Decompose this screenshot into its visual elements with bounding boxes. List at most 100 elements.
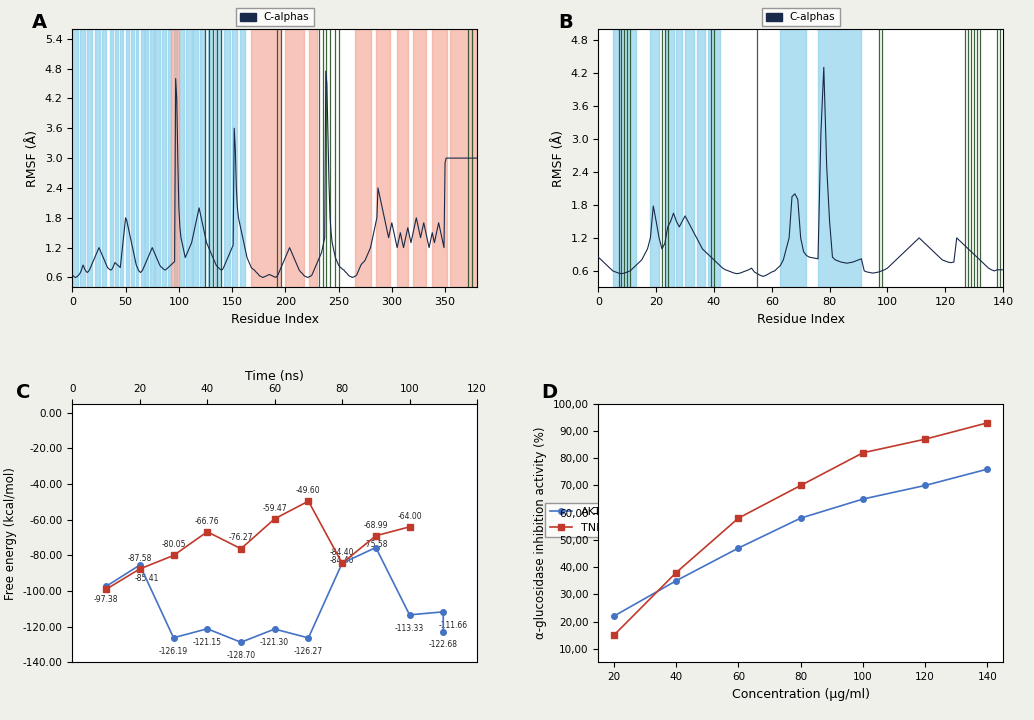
TNF <box>302 497 314 505</box>
AKT1 <box>437 608 450 616</box>
Bar <box>665 29 673 287</box>
AKT1 <box>201 624 213 633</box>
TNF <box>403 523 416 531</box>
Legend: C-alphas: C-alphas <box>762 8 840 27</box>
TNF <box>168 551 180 559</box>
PHE <box>981 465 994 474</box>
Bar <box>95 29 100 287</box>
TNF <box>201 528 213 536</box>
Bar <box>110 29 113 287</box>
Bar <box>172 29 179 287</box>
Text: -75.58: -75.58 <box>364 541 388 549</box>
TNF <box>269 515 281 523</box>
Text: -113.33: -113.33 <box>395 624 424 633</box>
Bar <box>174 29 177 287</box>
Bar <box>161 29 166 287</box>
Y-axis label: α-glucosidase inhibition activity (%): α-glucosidase inhibition activity (%) <box>535 427 547 639</box>
Text: -126.19: -126.19 <box>159 647 188 656</box>
Bar <box>215 29 221 287</box>
TNF <box>336 559 348 567</box>
Bar <box>697 29 705 287</box>
Acarbose <box>919 435 932 444</box>
Text: -59.47: -59.47 <box>263 503 287 513</box>
Line: PHE: PHE <box>611 467 991 619</box>
Bar <box>120 29 123 287</box>
Text: D: D <box>542 383 558 402</box>
Bar <box>208 29 213 287</box>
Line: Acarbose: Acarbose <box>611 420 991 638</box>
Bar <box>397 29 407 287</box>
Bar <box>451 29 477 287</box>
Y-axis label: Free energy (kcal/mol): Free energy (kcal/mol) <box>4 467 18 600</box>
Text: -76.27: -76.27 <box>229 534 253 542</box>
PHE <box>670 577 682 585</box>
Text: -111.66: -111.66 <box>438 621 468 630</box>
Bar <box>125 29 129 287</box>
PHE <box>919 481 932 490</box>
Line: AKT1: AKT1 <box>103 545 446 645</box>
Bar <box>102 29 107 287</box>
Text: -84.40: -84.40 <box>330 548 355 557</box>
Legend: AKT1, TNF: AKT1, TNF <box>545 503 613 537</box>
Text: -85.41: -85.41 <box>134 574 159 583</box>
Y-axis label: RMSF (Å): RMSF (Å) <box>26 130 39 186</box>
Bar <box>309 29 317 287</box>
AKT1 <box>133 561 146 570</box>
PHE <box>732 544 744 552</box>
Bar <box>192 29 199 287</box>
Bar <box>650 29 659 287</box>
Bar <box>251 29 280 287</box>
AKT1 <box>403 611 416 619</box>
Bar <box>818 29 861 287</box>
X-axis label: Concentration (µg/ml): Concentration (µg/ml) <box>732 688 870 701</box>
Text: -121.15: -121.15 <box>192 638 221 647</box>
Bar <box>781 29 807 287</box>
AKT1 <box>100 582 113 590</box>
PHE <box>794 514 807 523</box>
Bar <box>141 29 144 287</box>
Text: -97.38: -97.38 <box>94 595 118 604</box>
AKT1 <box>235 638 247 647</box>
AKT1 <box>437 627 450 636</box>
Bar <box>72 29 78 287</box>
Bar <box>223 29 230 287</box>
Bar <box>708 29 720 287</box>
Text: -49.60: -49.60 <box>296 486 321 495</box>
X-axis label: Time (ns): Time (ns) <box>245 370 304 383</box>
Y-axis label: RMSF (Å): RMSF (Å) <box>552 130 566 186</box>
Text: A: A <box>32 13 47 32</box>
Bar <box>136 29 139 287</box>
TNF <box>235 544 247 553</box>
AKT1 <box>168 634 180 642</box>
Bar <box>145 29 148 287</box>
Bar <box>80 29 85 287</box>
Text: -87.58: -87.58 <box>127 554 152 562</box>
Bar <box>87 29 92 287</box>
AKT1 <box>369 543 382 552</box>
Bar <box>155 29 159 287</box>
Text: -80.05: -80.05 <box>161 540 186 549</box>
AKT1 <box>269 625 281 634</box>
PHE <box>857 495 870 503</box>
Bar <box>285 29 304 287</box>
Text: -68.99: -68.99 <box>364 521 388 529</box>
TNF <box>100 585 113 593</box>
Text: -121.30: -121.30 <box>261 638 290 647</box>
Bar <box>131 29 134 287</box>
AKT1 <box>336 559 348 567</box>
Acarbose <box>608 631 620 639</box>
Acarbose <box>857 449 870 457</box>
Bar <box>676 29 682 287</box>
Text: -128.70: -128.70 <box>226 651 255 660</box>
X-axis label: Residue Index: Residue Index <box>757 312 845 325</box>
Acarbose <box>670 568 682 577</box>
PHE <box>608 612 620 621</box>
TNF <box>133 564 146 573</box>
Bar <box>232 29 238 287</box>
Bar <box>355 29 370 287</box>
Bar <box>179 29 184 287</box>
Bar <box>150 29 154 287</box>
Text: -66.76: -66.76 <box>195 516 219 526</box>
Text: B: B <box>558 13 573 32</box>
Legend: C-alphas: C-alphas <box>236 8 313 27</box>
